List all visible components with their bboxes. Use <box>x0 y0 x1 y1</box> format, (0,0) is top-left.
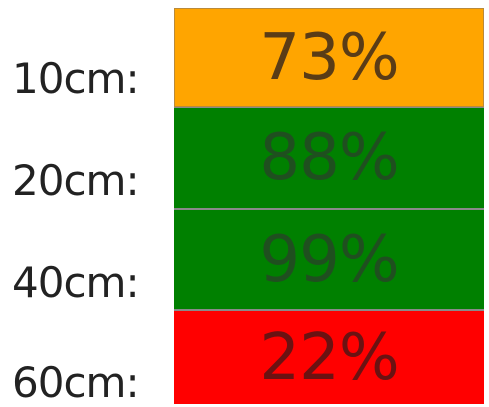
depth-label-60cm: 60cm: <box>12 358 140 407</box>
moisture-value-20cm: 88% <box>259 121 399 195</box>
depth-label-20cm: 20cm: <box>12 156 140 205</box>
row-divider <box>174 208 484 211</box>
moisture-cell-60cm: 22% <box>174 311 484 404</box>
moisture-cell-40cm: 99% <box>174 210 484 310</box>
moisture-cell-20cm: 88% <box>174 108 484 208</box>
moisture-value-10cm: 73% <box>259 20 399 95</box>
depth-label-40cm: 40cm: <box>12 258 140 307</box>
row-divider <box>174 309 484 312</box>
moisture-value-60cm: 22% <box>259 320 399 395</box>
moisture-cell-10cm: 73% <box>174 8 484 107</box>
moisture-value-40cm: 99% <box>259 223 399 297</box>
depth-label-10cm: 10cm: <box>12 54 140 103</box>
